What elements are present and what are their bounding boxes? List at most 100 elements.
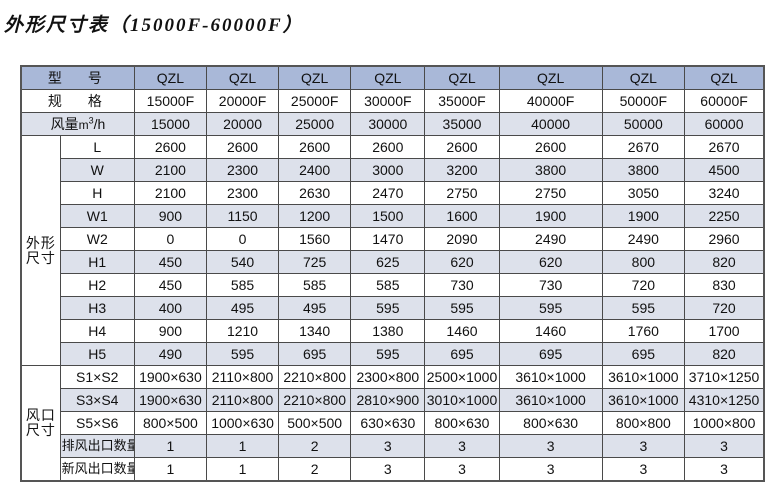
cell-model-5: QZL	[498, 65, 603, 90]
group-label-dimension: 外形 尺寸	[20, 135, 61, 366]
cell-H5-1: 595	[205, 342, 280, 366]
cell-airflow-2: 25000	[278, 112, 352, 136]
param-label-H5: H5	[59, 342, 135, 366]
cell-outlet-2-4: 800×630	[424, 411, 500, 435]
cell-model-4: QZL	[424, 65, 500, 90]
row-label-spec: 规 格	[20, 89, 135, 113]
cell-W2-5: 2490	[498, 227, 603, 251]
cell-W1-7: 2250	[684, 204, 765, 228]
cell-H-4: 2750	[424, 181, 500, 205]
table-row-spec: 规 格 15000F 20000F 25000F 30000F 35000F 40000F 5…	[20, 89, 765, 113]
cell-H1-0: 450	[133, 250, 207, 274]
cell-H4-1: 1210	[205, 319, 280, 343]
cell-outlet-0-4: 2500×1000	[424, 365, 500, 389]
group-label-outlet: 风口 尺寸	[20, 365, 61, 482]
cell-H3-4: 595	[424, 296, 500, 320]
table-row-dim-H3: H3 400 495 495 595 595 595 595 720	[21, 296, 765, 320]
cell-outlet-3-5: 3	[498, 434, 603, 458]
cell-spec-7: 60000F	[684, 89, 765, 113]
cell-H-7: 3240	[684, 181, 765, 205]
cell-W1-1: 1150	[205, 204, 280, 228]
table-row-airflow: 风量m3/h 15000 20000 25000 30000 35000 40000 5000…	[20, 112, 765, 136]
cell-H3-0: 400	[133, 296, 207, 320]
cell-outlet-4-1: 1	[205, 457, 280, 482]
cell-W2-0: 0	[133, 227, 207, 251]
cell-outlet-0-5: 3610×1000	[498, 365, 603, 389]
cell-H1-2: 725	[278, 250, 352, 274]
table-row-dim-W: W 2100 2300 2400 3000 3200 3800 3800 4500	[21, 158, 765, 182]
table-row-model: 型 号 QZL QZL QZL QZL QZL QZL QZL QZL	[20, 65, 765, 90]
cell-outlet-4-3: 3	[350, 457, 426, 482]
row-label-airflow: 风量m3/h	[20, 112, 135, 136]
row-label-model: 型 号	[20, 65, 135, 90]
param-label-W: W	[59, 158, 135, 182]
cell-outlet-2-2: 500×500	[278, 411, 352, 435]
cell-H4-4: 1460	[424, 319, 500, 343]
cell-W1-0: 900	[133, 204, 207, 228]
cell-outlet-0-7: 3710×1250	[684, 365, 765, 389]
cell-airflow-6: 50000	[601, 112, 686, 136]
cell-model-6: QZL	[601, 65, 686, 90]
param-label-H4: H4	[59, 319, 135, 343]
cell-H-6: 3050	[601, 181, 686, 205]
cell-H-2: 2630	[278, 181, 352, 205]
cell-outlet-0-2: 2210×800	[278, 365, 352, 389]
cell-H5-0: 490	[133, 342, 207, 366]
cell-outlet-1-0: 1900×630	[133, 388, 207, 412]
cell-airflow-3: 30000	[350, 112, 426, 136]
cell-H2-0: 450	[133, 273, 207, 297]
cell-spec-1: 20000F	[205, 89, 280, 113]
cell-outlet-2-3: 630×630	[350, 411, 426, 435]
cell-spec-3: 30000F	[350, 89, 426, 113]
cell-L-0: 2600	[133, 135, 207, 159]
cell-outlet-1-1: 2110×800	[205, 388, 280, 412]
cell-H1-5: 620	[498, 250, 603, 274]
cell-model-1: QZL	[205, 65, 280, 90]
cell-H2-1: 585	[205, 273, 280, 297]
cell-H5-2: 695	[278, 342, 352, 366]
cell-outlet-1-2: 2210×800	[278, 388, 352, 412]
cell-L-7: 2670	[684, 135, 765, 159]
cell-outlet-2-6: 800×800	[601, 411, 686, 435]
cell-L-3: 2600	[350, 135, 426, 159]
cell-outlet-4-6: 3	[601, 457, 686, 482]
cell-outlet-2-1: 1000×630	[205, 411, 280, 435]
page-title: 外形尺寸表（15000F-60000F）	[4, 15, 304, 36]
cell-L-5: 2600	[498, 135, 603, 159]
cell-outlet-4-2: 2	[278, 457, 352, 482]
cell-model-0: QZL	[133, 65, 207, 90]
cell-airflow-0: 15000	[133, 112, 207, 136]
param-label-H1: H1	[59, 250, 135, 274]
cell-H1-6: 800	[601, 250, 686, 274]
cell-W2-2: 1560	[278, 227, 352, 251]
table-row-dim-W2: W2 0 0 1560 1470 2090 2490 2490 2960	[21, 227, 765, 251]
cell-outlet-3-0: 1	[133, 434, 207, 458]
cell-H3-3: 595	[350, 296, 426, 320]
cell-W1-2: 1200	[278, 204, 352, 228]
cell-outlet-2-5: 800×630	[498, 411, 603, 435]
table-row-outlet-0: 风口 尺寸 S1×S2 1900×630 2110×800 2210×800 2300×80…	[20, 365, 765, 482]
cell-H5-7: 820	[684, 342, 765, 366]
cell-outlet-3-2: 2	[278, 434, 352, 458]
cell-W-3: 3000	[350, 158, 426, 182]
cell-outlet-1-5: 3610×1000	[498, 388, 603, 412]
param-label-H2: H2	[59, 273, 135, 297]
cell-H3-7: 720	[684, 296, 765, 320]
cell-H1-1: 540	[205, 250, 280, 274]
cell-L-4: 2600	[424, 135, 500, 159]
cell-H2-3: 585	[350, 273, 426, 297]
cell-outlet-4-4: 3	[424, 457, 500, 482]
cell-spec-2: 25000F	[278, 89, 352, 113]
cell-W-5: 3800	[498, 158, 603, 182]
cell-H2-2: 585	[278, 273, 352, 297]
param-label-L: L	[59, 135, 135, 159]
cell-outlet-1-7: 4310×1250	[684, 388, 765, 412]
cell-H4-3: 1380	[350, 319, 426, 343]
cell-W1-4: 1600	[424, 204, 500, 228]
cell-H2-7: 830	[684, 273, 765, 297]
param-label-H3: H3	[59, 296, 135, 320]
cell-W1-5: 1900	[498, 204, 603, 228]
cell-H3-5: 595	[498, 296, 603, 320]
cell-H3-2: 495	[278, 296, 352, 320]
cell-outlet-0-0: 1900×630	[133, 365, 207, 389]
